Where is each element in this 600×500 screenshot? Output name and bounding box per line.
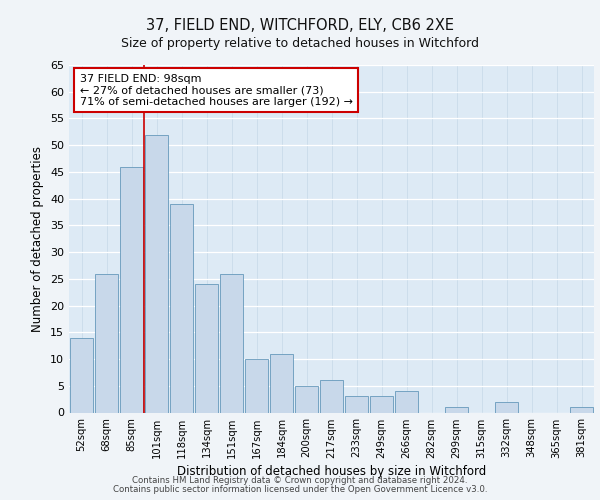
Bar (270, 354, 293, 412)
Bar (495, 402, 518, 412)
Bar (320, 380, 343, 412)
Bar (95, 274, 118, 412)
Bar (220, 274, 243, 412)
Bar (395, 391, 418, 412)
Bar (370, 396, 393, 412)
Text: Contains public sector information licensed under the Open Government Licence v3: Contains public sector information licen… (113, 485, 487, 494)
Bar (145, 134, 168, 412)
Bar (245, 359, 268, 412)
Text: 37 FIELD END: 98sqm
← 27% of detached houses are smaller (73)
71% of semi-detach: 37 FIELD END: 98sqm ← 27% of detached ho… (79, 74, 353, 107)
Bar (295, 386, 318, 412)
Bar (570, 407, 593, 412)
Bar (70, 338, 93, 412)
Bar (170, 204, 193, 412)
Text: Contains HM Land Registry data © Crown copyright and database right 2024.: Contains HM Land Registry data © Crown c… (132, 476, 468, 485)
Text: Size of property relative to detached houses in Witchford: Size of property relative to detached ho… (121, 38, 479, 51)
Y-axis label: Number of detached properties: Number of detached properties (31, 146, 44, 332)
Bar (345, 396, 368, 412)
X-axis label: Distribution of detached houses by size in Witchford: Distribution of detached houses by size … (177, 464, 486, 477)
Bar (445, 407, 468, 412)
Bar (195, 284, 218, 412)
Text: 37, FIELD END, WITCHFORD, ELY, CB6 2XE: 37, FIELD END, WITCHFORD, ELY, CB6 2XE (146, 18, 454, 32)
Bar (120, 166, 143, 412)
